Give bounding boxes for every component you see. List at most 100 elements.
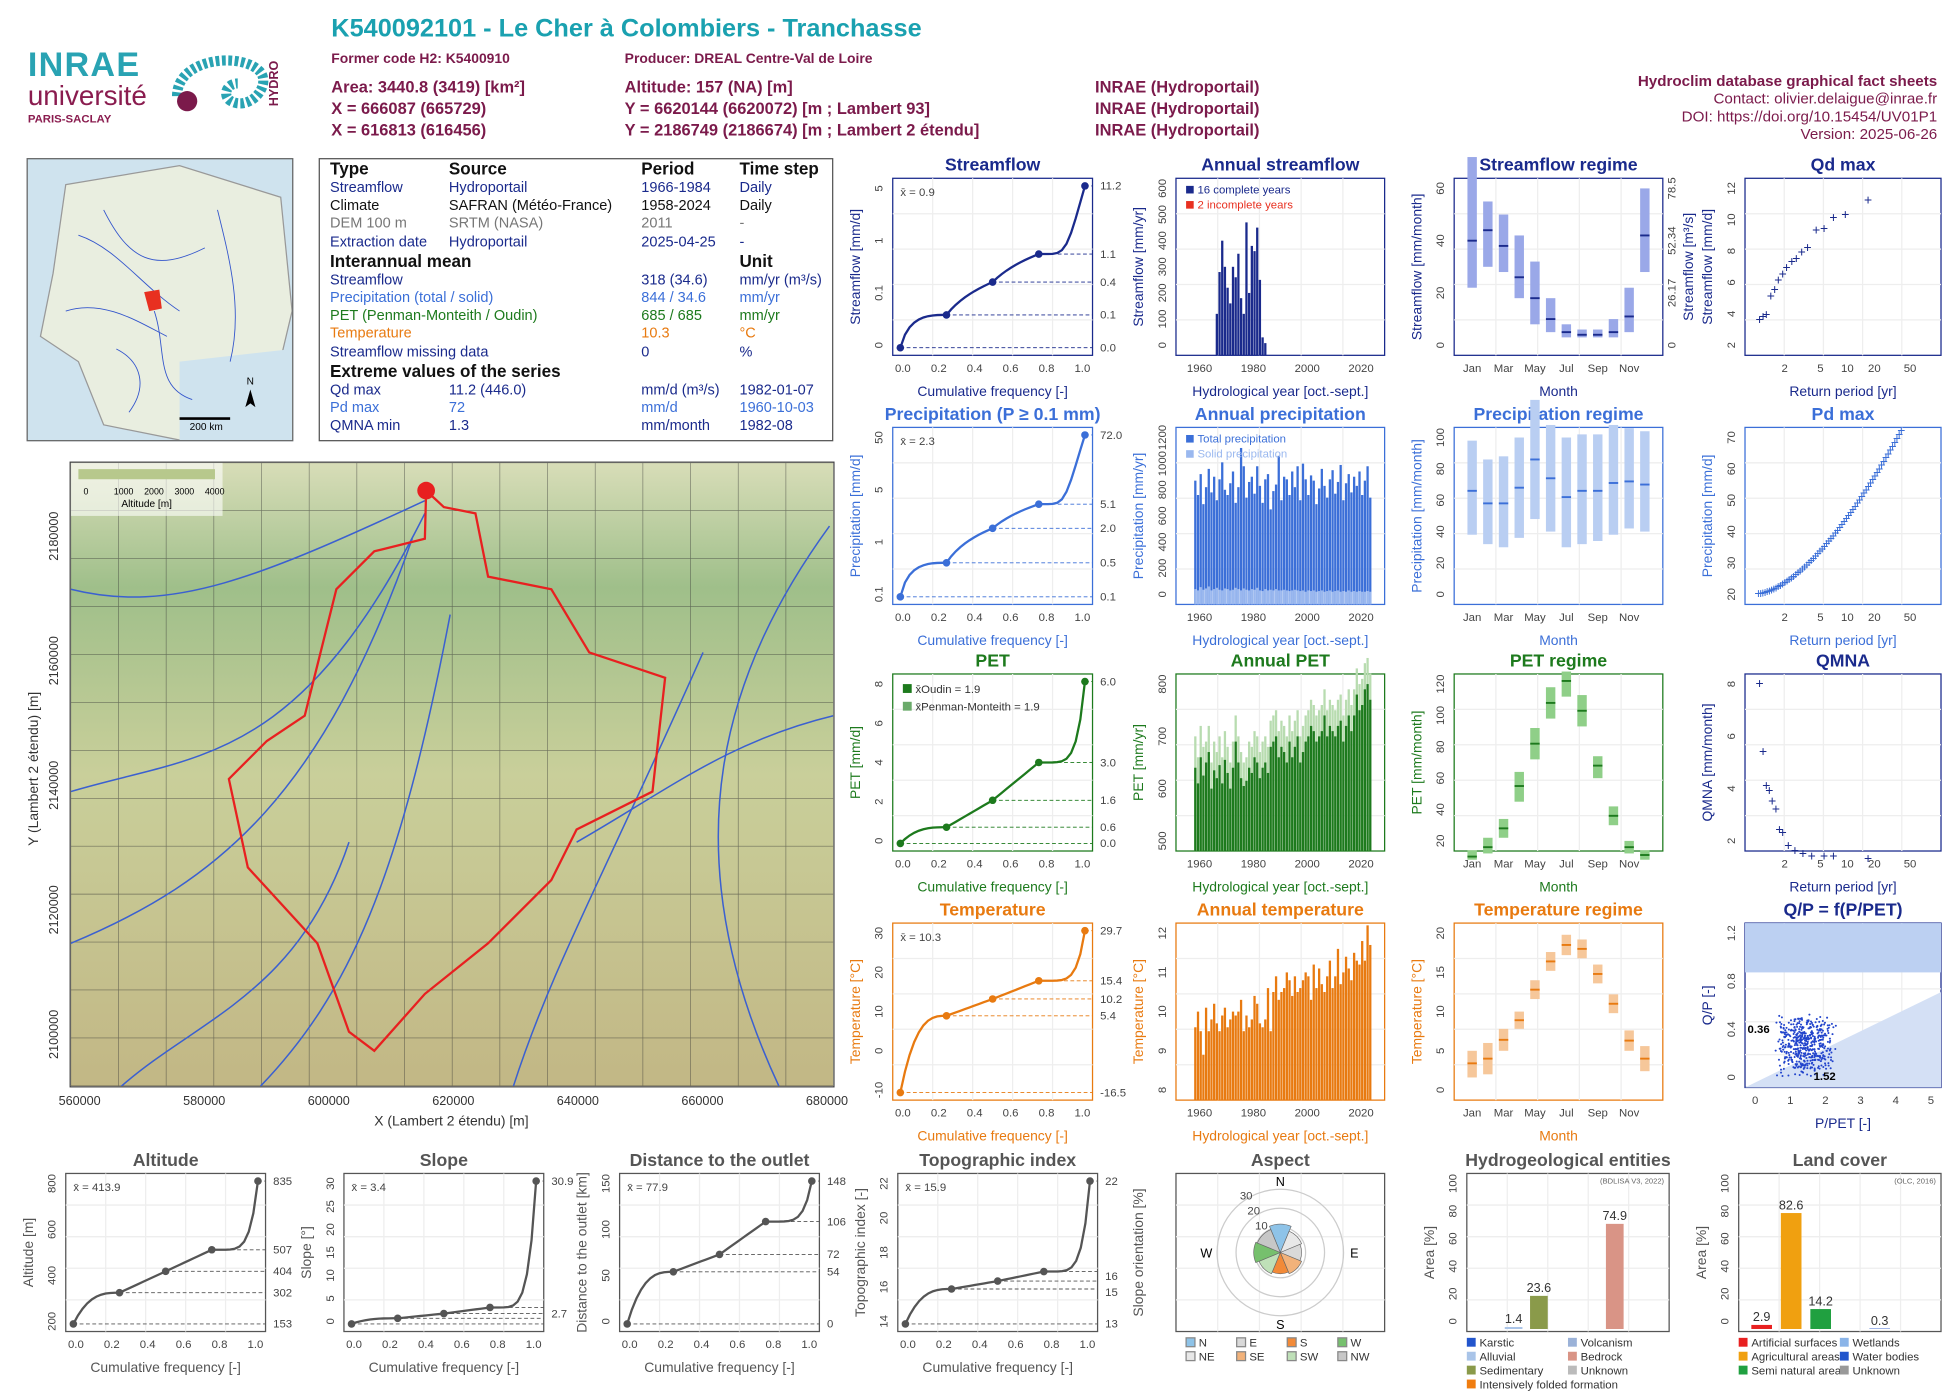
data-point: + bbox=[1829, 847, 1837, 863]
y-tick-label: 12 bbox=[1726, 182, 1738, 195]
budyko-point bbox=[1813, 1053, 1815, 1055]
budyko-point bbox=[1783, 1032, 1785, 1034]
bar bbox=[1240, 778, 1242, 851]
budyko-point bbox=[1781, 1039, 1783, 1041]
bar bbox=[1251, 477, 1253, 605]
budyko-point bbox=[1830, 1059, 1832, 1061]
bar-solid bbox=[1280, 590, 1282, 604]
budyko-point bbox=[1787, 1075, 1789, 1077]
legend-swatch bbox=[1186, 186, 1194, 194]
budyko-point bbox=[1828, 1065, 1830, 1067]
bar bbox=[1218, 479, 1220, 604]
right-tick-label: 52.34 bbox=[1666, 226, 1678, 254]
bar bbox=[1270, 1031, 1272, 1100]
bar bbox=[1307, 976, 1309, 1100]
x-tick-label: Sep bbox=[1588, 612, 1608, 624]
x-tick-label: 0.6 bbox=[176, 1339, 192, 1351]
budyko-point bbox=[1831, 1023, 1833, 1025]
x-tick-label: 1.0 bbox=[801, 1339, 817, 1351]
bar bbox=[1350, 492, 1352, 604]
budyko-point bbox=[1825, 1064, 1827, 1066]
right-tick-label: 78.5 bbox=[1666, 177, 1678, 199]
regime-box bbox=[1562, 672, 1571, 697]
y-tick-label: 40 bbox=[1435, 234, 1447, 247]
y-tick-label: 100 bbox=[1448, 1174, 1460, 1193]
budyko-point bbox=[1817, 1031, 1819, 1033]
bar bbox=[1315, 742, 1317, 851]
regime-box bbox=[1483, 201, 1492, 266]
budyko-point bbox=[1803, 1068, 1805, 1070]
budyko-point bbox=[1822, 1020, 1824, 1022]
budyko-point bbox=[1793, 1020, 1795, 1022]
bar bbox=[1348, 474, 1350, 604]
x-tick-label: 1.0 bbox=[1074, 1108, 1090, 1120]
x-tick-label: 50 bbox=[1904, 858, 1917, 870]
y-tick-label: 5 bbox=[874, 487, 886, 493]
bar bbox=[1245, 222, 1247, 355]
y-tick-label: 70 bbox=[1726, 431, 1738, 444]
legend-swatch bbox=[1568, 1366, 1577, 1375]
budyko-point bbox=[1785, 1044, 1787, 1046]
y-tick-label: 20 bbox=[1726, 588, 1738, 601]
y-tick-label: 4 bbox=[1726, 785, 1738, 791]
legend-label: Artificial surfaces bbox=[1751, 1338, 1837, 1350]
y-tick-label: 8 bbox=[1157, 1087, 1169, 1093]
bar-solid bbox=[1232, 590, 1234, 605]
bar bbox=[1205, 487, 1207, 604]
bar-solid bbox=[1240, 590, 1242, 604]
budyko-point bbox=[1775, 1022, 1777, 1024]
quantile-point bbox=[716, 1251, 724, 1259]
budyko-point bbox=[1798, 1028, 1800, 1030]
x-tick-label: 0.6 bbox=[1008, 1339, 1024, 1351]
bar bbox=[1197, 783, 1199, 851]
budyko-point bbox=[1780, 1023, 1782, 1025]
bar-solid bbox=[1197, 590, 1199, 604]
bar bbox=[1200, 757, 1202, 851]
budyko-point bbox=[1824, 1062, 1826, 1064]
budyko-point bbox=[1780, 1027, 1782, 1029]
budyko-point bbox=[1829, 1049, 1831, 1051]
y-tick-label: 0 bbox=[1435, 591, 1447, 597]
chart-title: Temperature regime bbox=[1474, 899, 1643, 919]
plot-frame bbox=[1454, 674, 1663, 851]
budyko-point bbox=[1817, 1059, 1819, 1061]
bar bbox=[1253, 251, 1255, 355]
bar bbox=[1210, 789, 1212, 851]
quantile-point bbox=[1081, 182, 1089, 190]
bar bbox=[1210, 492, 1212, 604]
x-tick-label: Jan bbox=[1463, 1108, 1481, 1120]
y-tick-label: 200 bbox=[47, 1312, 59, 1331]
bar bbox=[1369, 498, 1371, 605]
regime-box bbox=[1593, 330, 1602, 338]
regime-box bbox=[1609, 319, 1618, 337]
bar-value-label: 14.2 bbox=[1808, 1294, 1833, 1308]
y-tick-label: 0 bbox=[1720, 1318, 1732, 1324]
y-tick-label: 1 bbox=[874, 238, 886, 244]
budyko-point bbox=[1799, 1074, 1801, 1076]
budyko-point bbox=[1812, 1024, 1814, 1026]
bar bbox=[1291, 757, 1293, 851]
legend-swatch bbox=[1186, 201, 1194, 209]
budyko-point bbox=[1830, 1052, 1832, 1054]
x-tick-label: May bbox=[1524, 363, 1546, 375]
x-axis-label: Return period [yr] bbox=[1789, 632, 1896, 648]
right-tick-label: 15.4 bbox=[1100, 976, 1122, 988]
bar-value-label: 23.6 bbox=[1527, 1281, 1552, 1295]
bar bbox=[1280, 747, 1282, 851]
bar bbox=[1213, 477, 1215, 605]
right-tick-label: -16.5 bbox=[1100, 1087, 1126, 1099]
data-point: + bbox=[1897, 422, 1905, 438]
regime-box bbox=[1483, 459, 1492, 544]
bar bbox=[1331, 470, 1333, 604]
bar bbox=[1240, 298, 1242, 355]
bar bbox=[1232, 471, 1234, 604]
budyko-point bbox=[1806, 1060, 1808, 1062]
x-tick-label: 2020 bbox=[1348, 612, 1373, 624]
budyko-point bbox=[1814, 1059, 1816, 1061]
legend-label: Solid precipitation bbox=[1197, 449, 1287, 461]
budyko-point bbox=[1784, 1051, 1786, 1053]
budyko-point bbox=[1782, 1049, 1784, 1051]
budyko-point bbox=[1801, 1064, 1803, 1066]
